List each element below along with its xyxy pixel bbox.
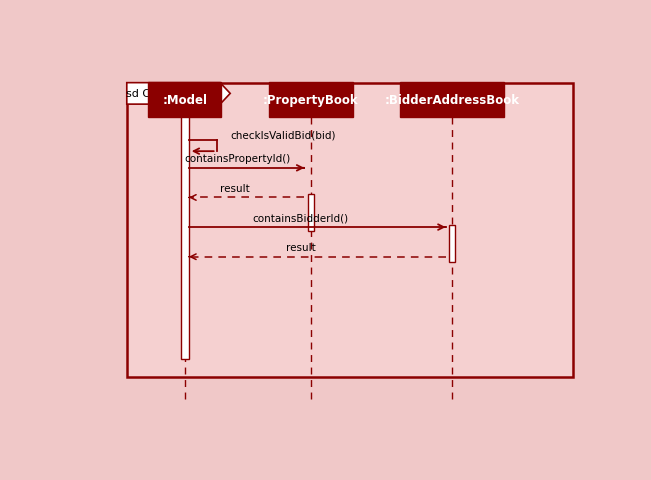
Text: containsPropertyId(): containsPropertyId() (185, 154, 291, 164)
Bar (449, 226, 456, 263)
Text: sd Check validity: sd Check validity (126, 89, 221, 99)
Text: checkIsValidBid(bid): checkIsValidBid(bid) (230, 130, 336, 140)
Bar (270, 83, 353, 118)
Bar (400, 83, 504, 118)
Bar (148, 83, 221, 118)
Bar (181, 115, 189, 359)
Text: :BidderAddressBook: :BidderAddressBook (385, 94, 519, 107)
Text: result: result (221, 184, 250, 193)
Text: :Model: :Model (162, 94, 207, 107)
Text: result: result (286, 243, 316, 253)
Bar (308, 194, 314, 231)
Bar (127, 84, 574, 377)
Polygon shape (127, 84, 230, 105)
Text: containsBidderId(): containsBidderId() (253, 213, 349, 223)
Text: :PropertyBook: :PropertyBook (263, 94, 359, 107)
